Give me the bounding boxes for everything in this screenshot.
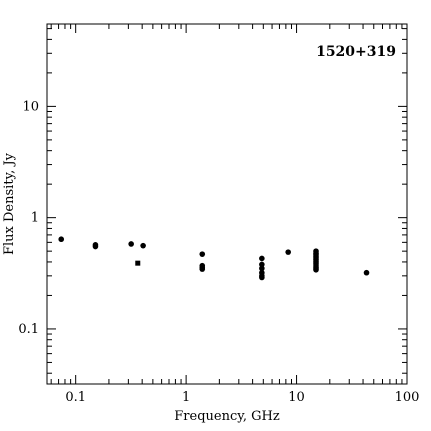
x-axis-label: Frequency, GHz [174, 409, 280, 424]
data-point [313, 266, 319, 273]
data-point [199, 251, 206, 257]
plot-frame [46, 23, 408, 385]
tick-labels: 0.1 1 10 100 0.1 1 10 [18, 99, 419, 405]
data-point [285, 249, 291, 255]
data-point [92, 243, 99, 250]
data-point [259, 261, 265, 268]
x-tick-label: 10 [288, 390, 305, 405]
data-point [259, 274, 265, 281]
source-name: 1520+319 [316, 44, 396, 60]
y-tick-label: 10 [22, 99, 39, 114]
data-point [259, 265, 265, 272]
y-tick-label: 0.1 [18, 322, 39, 337]
y-tick-label: 1 [31, 211, 39, 226]
x-tick-label: 0.1 [65, 390, 86, 405]
data-point [140, 242, 146, 249]
data-point [259, 255, 265, 262]
data-point [58, 236, 65, 243]
x-tick-label: 100 [395, 390, 420, 405]
tick-marks [47, 24, 408, 384]
data-point [363, 269, 370, 276]
data-point [128, 241, 134, 247]
data-points [58, 236, 370, 281]
y-axis-label: Flux Density, Jy [2, 152, 17, 255]
data-point-square [135, 260, 141, 266]
x-tick-label: 1 [182, 390, 190, 405]
data-point [199, 266, 206, 272]
